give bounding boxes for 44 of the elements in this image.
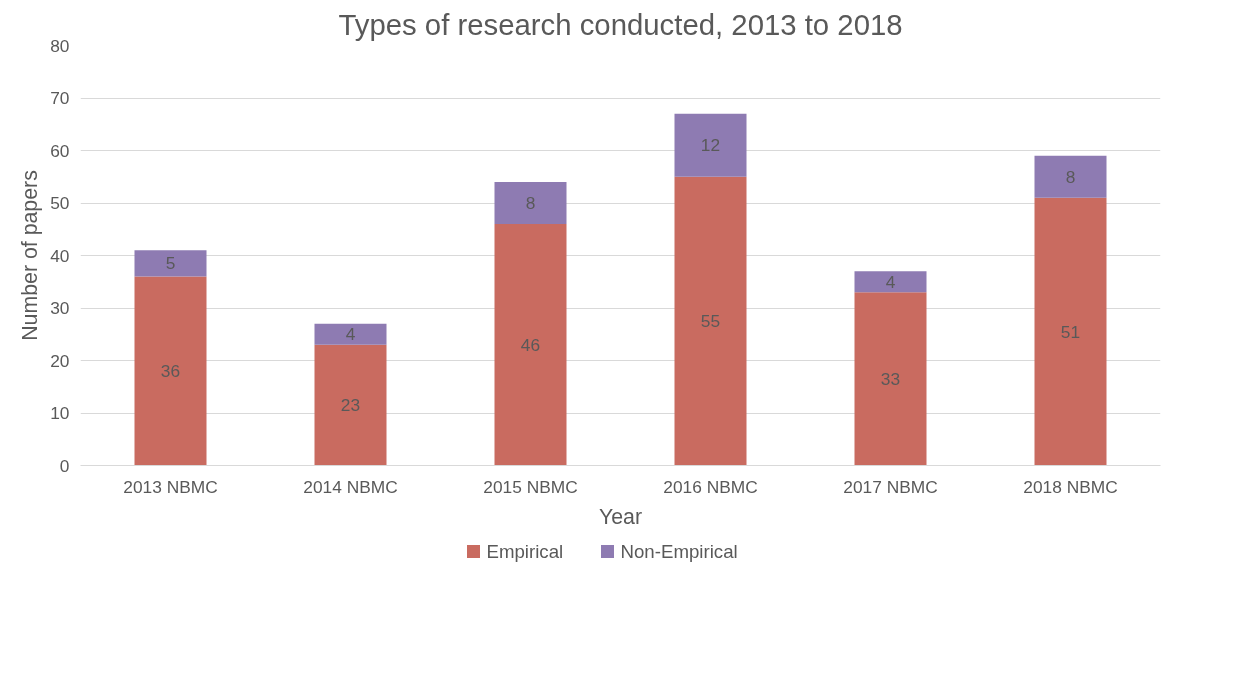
data-label: 8 (525, 193, 536, 213)
x-tick-label: 2015 NBMC (483, 476, 578, 497)
x-tick-label: 2014 NBMC (303, 476, 398, 497)
y-tick-label: 60 (50, 140, 70, 161)
legend-label: Non-Empirical (620, 541, 738, 562)
y-tick-label: 50 (50, 193, 70, 213)
bar (134, 276, 207, 466)
chart-title: Types of research conducted, 2013 to 2018 (338, 7, 903, 41)
x-tick-label: 2018 NBMC (1023, 476, 1118, 497)
bar (674, 176, 747, 466)
data-label: 51 (1060, 321, 1081, 342)
bar (314, 323, 387, 345)
data-label: 4 (345, 324, 356, 345)
bar (1034, 155, 1107, 198)
bar (494, 182, 567, 224)
y-tick-label: 10 (50, 403, 70, 423)
x-tick-label: 2016 NBMC (663, 476, 758, 497)
data-label: 36 (160, 361, 181, 381)
bar (494, 224, 567, 466)
bar (674, 113, 747, 177)
y-tick-label: 80 (50, 35, 70, 56)
data-label: 55 (700, 311, 721, 332)
data-label: 8 (1065, 166, 1076, 187)
bar (1034, 197, 1107, 466)
y-tick-label: 20 (50, 350, 70, 371)
y-tick-label: 30 (50, 298, 70, 318)
y-tick-label: 70 (50, 88, 70, 108)
y-tick-label: 0 (59, 455, 70, 476)
data-label: 5 (165, 253, 176, 274)
data-label: 12 (700, 135, 721, 156)
bar (314, 344, 387, 466)
y-axis-title: Number of papers (18, 170, 43, 341)
bar (854, 271, 927, 293)
data-label: 23 (340, 395, 361, 416)
bar (854, 292, 927, 466)
bar (134, 250, 207, 277)
x-axis-title: Year (598, 504, 643, 529)
legend-label: Empirical (486, 541, 564, 562)
y-tick-label: 40 (50, 245, 70, 266)
data-label: 4 (885, 271, 896, 292)
data-label: 33 (880, 368, 901, 389)
x-tick-label: 2013 NBMC (123, 476, 218, 497)
data-label: 46 (520, 334, 541, 355)
x-tick-label: 2017 NBMC (843, 476, 938, 497)
